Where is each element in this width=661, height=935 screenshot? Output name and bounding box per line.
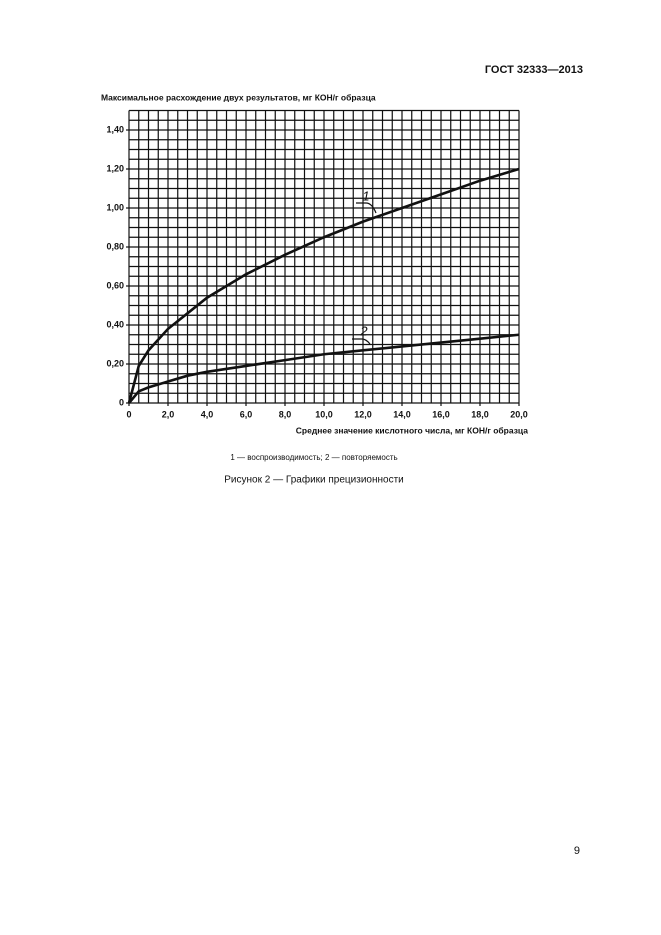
y-tick-label: 1,40 [106, 124, 124, 134]
x-tick-label: 20,0 [510, 409, 528, 419]
page-number: 9 [574, 845, 580, 857]
plot: 0 2,0 4,0 6,0 8,0 10,0 12,0 14,0 16,0 18,0 20,0 0 0,… [106, 109, 528, 419]
x-tick-label: 6,0 [240, 409, 253, 419]
y-tick-label: 1,20 [106, 163, 124, 173]
curve-label: 2 [359, 323, 368, 338]
y-tick-label: 0,20 [106, 358, 124, 368]
leader-line [356, 202, 377, 214]
y-tick-label: 0,60 [106, 280, 124, 290]
x-tick-label: 4,0 [201, 409, 214, 419]
doc-header: ГОСТ 32333—2013 [485, 64, 583, 76]
y-tick-label: 0,40 [106, 319, 124, 329]
curve [127, 167, 520, 404]
curve-label: 1 [362, 188, 369, 203]
x-tick-label: 8,0 [279, 409, 292, 419]
y-tick-label: 1,00 [106, 202, 124, 212]
y-axis-label: Максимальное расхождение двух результато… [101, 92, 376, 102]
leader-line [352, 338, 371, 345]
x-tick-label: 16,0 [432, 409, 450, 419]
x-tick-label: 2,0 [162, 409, 175, 419]
figure-caption: Рисунок 2 — Графики прецизионности [224, 474, 404, 486]
x-tick-label: 0 [126, 409, 131, 419]
y-tick-label: 0 [119, 397, 124, 407]
y-tick-label: 0,80 [106, 241, 124, 251]
x-axis-label: Среднее значение кислотного числа, мг КО… [296, 425, 528, 435]
x-tick-label: 14,0 [393, 409, 411, 419]
curve [128, 333, 520, 404]
legend-note: 1 — воспроизводимость; 2 — повторяемость [230, 453, 397, 462]
x-tick-label: 10,0 [315, 409, 333, 419]
x-tick-label: 18,0 [471, 409, 489, 419]
x-tick-label: 12,0 [354, 409, 372, 419]
